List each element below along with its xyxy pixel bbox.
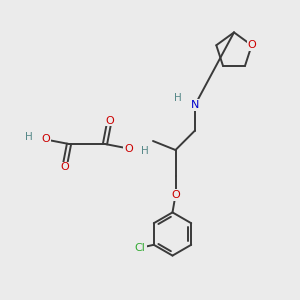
Text: O: O (124, 143, 133, 154)
Text: O: O (41, 134, 50, 145)
Text: H: H (141, 146, 149, 157)
Text: H: H (25, 131, 33, 142)
Text: O: O (105, 116, 114, 126)
Text: Cl: Cl (135, 243, 146, 253)
Text: N: N (191, 100, 199, 110)
Text: O: O (247, 40, 256, 50)
Text: O: O (171, 190, 180, 200)
Text: H: H (174, 93, 182, 103)
Text: O: O (60, 162, 69, 172)
